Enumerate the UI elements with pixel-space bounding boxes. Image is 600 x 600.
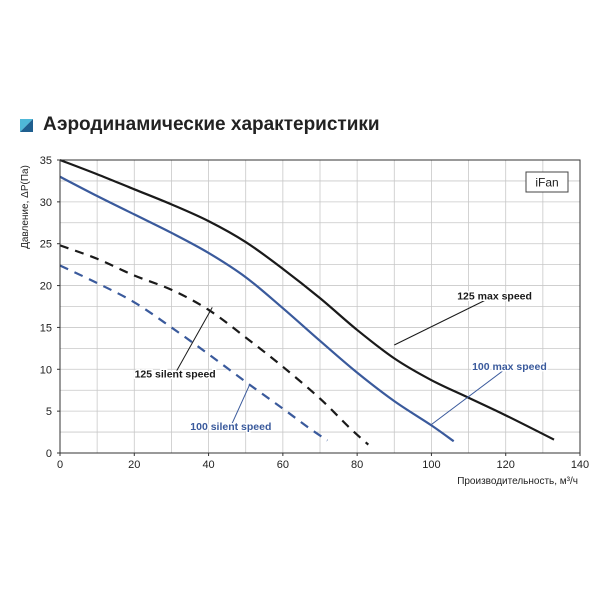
y-tick-label: 10 <box>40 364 52 376</box>
series-lines <box>59 158 555 446</box>
legend-box: iFan <box>525 171 569 193</box>
y-tick-label: 30 <box>40 197 52 209</box>
series-line-100-silent-speed <box>59 264 329 442</box>
x-tick-label: 140 <box>571 459 589 471</box>
annotation-leader-line <box>394 295 495 346</box>
legend-box-label: iFan <box>535 176 558 190</box>
x-tick-label: 40 <box>202 459 214 471</box>
annotation-leader-line <box>230 384 250 427</box>
x-tick-label: 0 <box>57 459 63 471</box>
x-tick-label: 100 <box>422 459 440 471</box>
annotation-leader-line <box>431 365 510 425</box>
annotation-leader-line <box>174 307 213 374</box>
title-square-icon <box>20 119 33 132</box>
annotation-label: 125 max speed <box>457 291 532 303</box>
page-title: Аэродинамические характеристики <box>43 114 380 135</box>
annotation-label: 100 max speed <box>472 361 547 373</box>
y-tick-label: 20 <box>40 281 52 293</box>
axes: 0 20 40 60 80 100 120 140 0 5 10 15 20 25 30 35 <box>40 155 589 471</box>
x-tick-label: 120 <box>497 459 515 471</box>
series-line-100-max-speed <box>59 175 455 443</box>
series-line-125-max-speed <box>59 158 555 441</box>
x-axis-label: Производительность, м³/ч <box>457 476 578 487</box>
y-tick-label: 35 <box>40 155 52 167</box>
annotation-label: 100 silent speed <box>190 421 271 433</box>
y-tick-label: 0 <box>46 448 52 460</box>
y-tick-label: 15 <box>40 322 52 334</box>
annotation-label: 125 silent speed <box>135 368 216 380</box>
x-tick-label: 20 <box>128 459 140 471</box>
grid <box>60 160 580 453</box>
y-tick-label: 25 <box>40 239 52 251</box>
x-tick-label: 60 <box>277 459 289 471</box>
annotations: 125 max speed 100 max speed 125 silent spe… <box>133 289 548 435</box>
x-tick-label: 80 <box>351 459 363 471</box>
y-tick-label: 5 <box>46 406 52 418</box>
y-axis-label: Давление, ΔP(Па) <box>20 165 31 249</box>
series-line-125-silent-speed <box>59 244 370 446</box>
plot-frame <box>59 159 581 454</box>
